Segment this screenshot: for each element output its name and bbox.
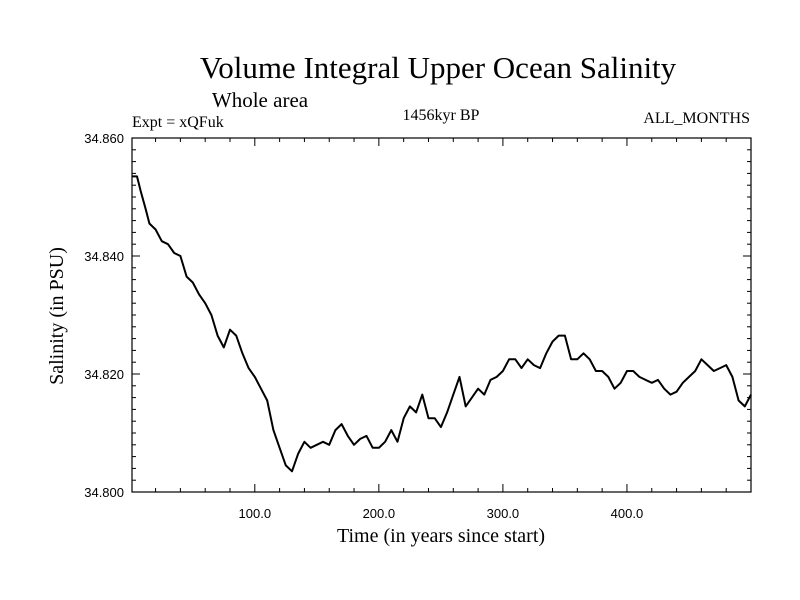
x-axis-label: Time (in years since start) — [337, 525, 545, 547]
y-axis-label: Salinity (in PSU) — [46, 247, 68, 385]
y-tick-label: 34.820 — [84, 367, 124, 382]
axis-ticks — [132, 137, 751, 493]
x-tick-label: 300.0 — [487, 506, 520, 521]
x-tick-labels: 100.0 200.0 300.0 400.0 — [239, 506, 644, 521]
chart-title: Volume Integral Upper Ocean Salinity — [200, 50, 677, 85]
x-tick-label: 200.0 — [363, 506, 396, 521]
months-label: ALL_MONTHS — [643, 110, 750, 127]
y-tick-label: 34.840 — [84, 249, 124, 264]
experiment-label: Expt = xQFuk — [132, 114, 224, 131]
y-tick-labels: 34.800 34.820 34.840 34.860 — [84, 131, 124, 500]
salinity-series-line — [132, 175, 752, 473]
plot-frame — [131, 137, 752, 493]
time-period-label: 1456kyr BP — [403, 107, 480, 124]
chart-subtitle: Whole area — [212, 88, 309, 112]
y-tick-label: 34.800 — [84, 485, 124, 500]
x-tick-label: 100.0 — [239, 506, 272, 521]
y-tick-label: 34.860 — [84, 131, 124, 146]
x-tick-label: 400.0 — [611, 506, 644, 521]
